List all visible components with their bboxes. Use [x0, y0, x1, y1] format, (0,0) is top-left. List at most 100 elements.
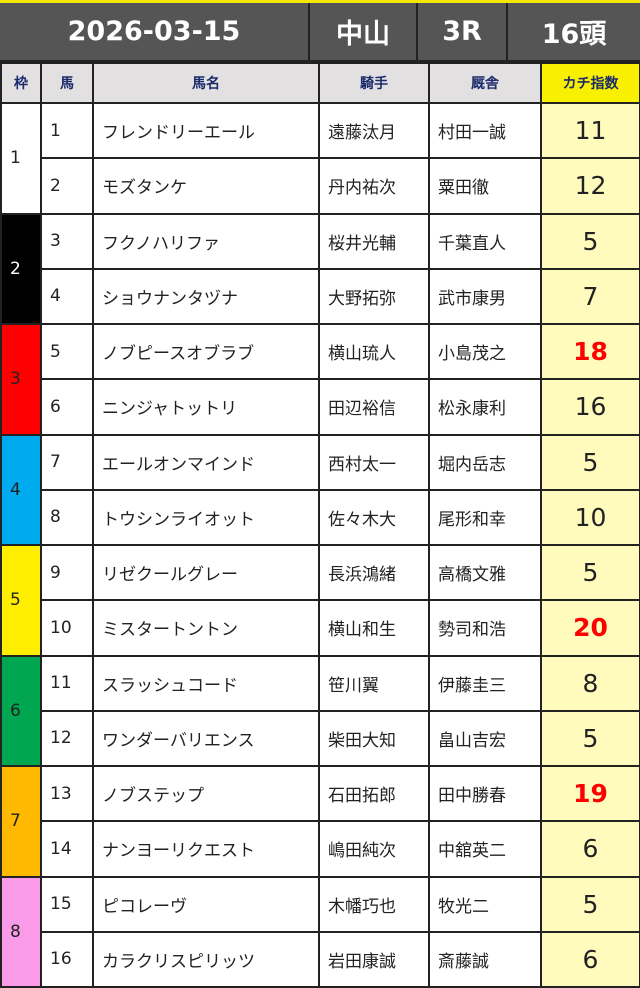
horse-number: 7: [40, 433, 94, 491]
col-kachi-index: カチ指数: [540, 62, 640, 104]
table-row: 1 1 フレンドリーエール 遠藤汰月 村田一誠 11: [0, 101, 640, 215]
trainer: 武市康男: [428, 267, 542, 326]
jockey: 横山和生: [318, 599, 430, 657]
table-row: 10 ミスタートントン 横山和生 勢司和浩 20: [1, 599, 640, 657]
jockey: 桜井光輔: [318, 212, 430, 270]
runner-count: 16頭: [541, 19, 607, 50]
horse-name: モズタンケ: [92, 157, 320, 215]
kachi-index: 12: [540, 157, 640, 215]
trainer: 牧光二: [428, 875, 542, 933]
trainer: 小島茂之: [428, 322, 542, 381]
horse-number: 3: [40, 212, 94, 270]
horse-number: 14: [40, 820, 94, 878]
jockey: 笹川翼: [318, 654, 430, 712]
kachi-index: 11: [540, 101, 640, 160]
jockey: 岩田康誠: [318, 930, 430, 988]
horse-name: ワンダーバリエンス: [92, 709, 320, 768]
horse-number: 1: [40, 101, 94, 160]
horse-number: 6: [40, 378, 94, 436]
horse-name: ノブピースオブラブ: [92, 322, 320, 381]
frame-cell: 6: [0, 654, 42, 767]
kachi-index: 19: [540, 764, 640, 823]
trainer: 田中勝春: [428, 764, 542, 823]
jockey: 長浜鴻緒: [318, 543, 430, 602]
kachi-index: 7: [540, 267, 640, 326]
trainer: 堀内岳志: [428, 433, 542, 491]
jockey: 柴田大知: [318, 709, 430, 768]
race-header: 2026-03-15 中山 3R 16頭: [0, 3, 640, 62]
frame-cell: 5: [0, 544, 42, 657]
horse-number: 15: [40, 875, 94, 933]
table-row: 12 ワンダーバリエンス 柴田大知 畠山吉宏 5: [1, 709, 640, 768]
trainer: 松永康利: [428, 378, 542, 436]
frame-cell: 7: [0, 765, 42, 878]
table-row: 8 15 ピコレーヴ 木幡巧也 牧光二 5: [0, 875, 640, 988]
race-number: 3R: [418, 3, 508, 60]
race-date: 2026-03-15: [0, 3, 310, 60]
jockey: 丹内祐次: [318, 157, 430, 215]
kachi-index: 5: [540, 709, 640, 768]
trainer: 尾形和幸: [428, 488, 542, 547]
kachi-index: 10: [540, 488, 640, 547]
horse-name: ナンヨーリクエスト: [92, 820, 320, 878]
table-row: 4 7 エールオンマインド 西村太一 堀内岳志 5: [0, 433, 640, 546]
frame-cell: 8: [0, 875, 42, 988]
kachi-index: 16: [540, 378, 640, 436]
horse-name: ノブステップ: [92, 764, 320, 823]
jockey: 石田拓郎: [318, 764, 430, 823]
table-row: 4 ショウナンタヅナ 大野拓弥 武市康男 7: [1, 267, 640, 326]
trainer: 畠山吉宏: [428, 709, 542, 768]
kachi-index: 6: [540, 930, 640, 988]
frame-cell: 2: [0, 212, 42, 325]
jockey: 佐々木大: [318, 488, 430, 547]
entries-table: 枠 馬 馬名 騎手 厩舎 カチ指数 1 1 フレンドリーエール 遠藤汰月 村田一誠 11 2…: [0, 62, 640, 988]
horse-name: ミスタートントン: [92, 599, 320, 657]
table-row: 7 13 ノブステップ 石田拓郎 田中勝春 19: [0, 764, 640, 878]
table-row: 8 トウシンライオット 佐々木大 尾形和幸 10: [1, 488, 640, 547]
table-row: 6 11 スラッシュコード 笹川翼 伊藤圭三 8: [0, 654, 640, 767]
table-row: 2 モズタンケ 丹内祐次 粟田徹 12: [1, 157, 640, 215]
table-row: 2 3 フクノハリファ 桜井光輔 千葉直人 5: [0, 212, 640, 325]
frame-cell: 1: [0, 102, 42, 215]
horse-number: 4: [40, 267, 94, 326]
col-frame: 枠: [0, 62, 42, 104]
horse-number: 11: [40, 654, 94, 712]
col-trainer: 厩舎: [428, 62, 542, 104]
horse-number: 12: [40, 709, 94, 768]
jockey: 西村太一: [318, 433, 430, 491]
race-venue: 中山: [310, 3, 418, 60]
horse-name: フレンドリーエール: [92, 101, 320, 160]
horse-name: フクノハリファ: [92, 212, 320, 270]
table-row: 16 カラクリスピリッツ 岩田康誠 斎藤誠 6: [1, 930, 640, 988]
horse-name: ニンジャトットリ: [92, 378, 320, 436]
horse-number: 8: [40, 488, 94, 547]
trainer: 千葉直人: [428, 212, 542, 270]
kachi-index: 18: [540, 322, 640, 381]
kachi-index: 5: [540, 543, 640, 602]
frame-cell: 3: [0, 323, 42, 436]
horse-number: 10: [40, 599, 94, 657]
kachi-index: 8: [540, 654, 640, 712]
trainer: 中舘英二: [428, 820, 542, 878]
table-header-row: 枠 馬 馬名 騎手 厩舎 カチ指数: [0, 62, 640, 104]
trainer: 高橋文雅: [428, 543, 542, 602]
kachi-index: 5: [540, 212, 640, 270]
kachi-index: 5: [540, 875, 640, 933]
horse-name: トウシンライオット: [92, 488, 320, 547]
trainer: 勢司和浩: [428, 599, 542, 657]
top-accent-bar: [0, 0, 640, 3]
horse-number: 16: [40, 930, 94, 988]
jockey: 大野拓弥: [318, 267, 430, 326]
trainer: 斎藤誠: [428, 930, 542, 988]
kachi-index: 6: [540, 820, 640, 878]
horse-name: ショウナンタヅナ: [92, 267, 320, 326]
col-number: 馬: [40, 62, 94, 104]
col-horse-name: 馬名: [92, 62, 320, 104]
horse-name: スラッシュコード: [92, 654, 320, 712]
trainer: 村田一誠: [428, 101, 542, 160]
kachi-index: 5: [540, 433, 640, 491]
horse-number: 13: [40, 764, 94, 823]
frame-cell: 4: [0, 433, 42, 546]
jockey: 遠藤汰月: [318, 101, 430, 160]
horse-number: 9: [40, 543, 94, 602]
